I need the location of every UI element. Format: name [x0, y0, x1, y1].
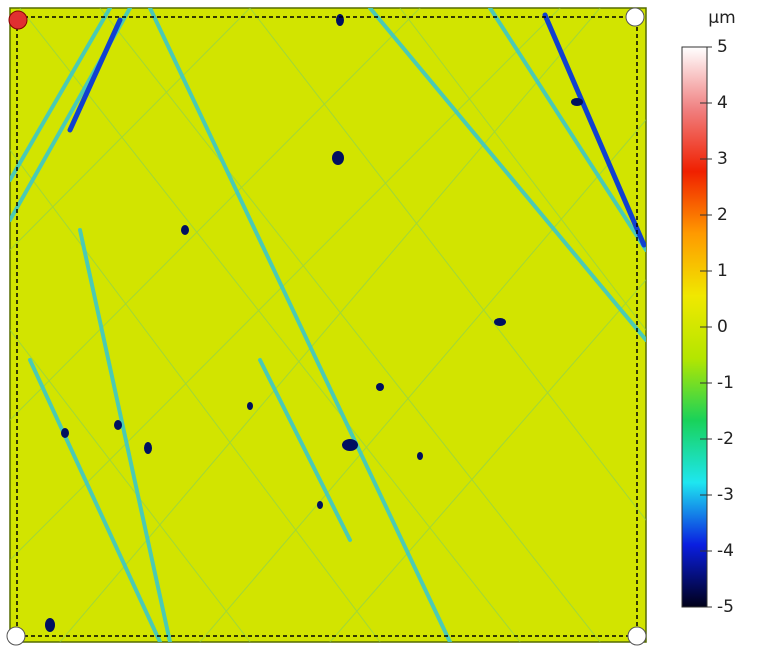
height-map: [6, 7, 647, 646]
colorbar-tick-label: -2: [717, 429, 734, 449]
colorbar-tick-label: 0: [717, 317, 728, 337]
colorbar-tick-label: 1: [717, 261, 728, 281]
handle[interactable]: [8, 10, 28, 30]
colorbar-tick-label: 4: [717, 93, 728, 113]
colorbar-tick-label: -4: [717, 541, 734, 561]
colorbar-tick-label: 3: [717, 149, 728, 169]
colorbar-tick-label: -1: [717, 373, 734, 393]
selection-box[interactable]: [16, 16, 638, 637]
colorbar-tick-label: 2: [717, 205, 728, 225]
scratches: [10, 8, 646, 642]
colorbar-unit: µm: [708, 8, 735, 28]
handle[interactable]: [627, 626, 647, 646]
map-background: [9, 7, 647, 643]
colorbar-tick-label: -3: [717, 485, 734, 505]
colorbar-tick-label: -5: [717, 597, 734, 617]
handle[interactable]: [625, 7, 645, 27]
colorbar-tick-label: 5: [717, 37, 728, 57]
handle[interactable]: [6, 626, 26, 646]
